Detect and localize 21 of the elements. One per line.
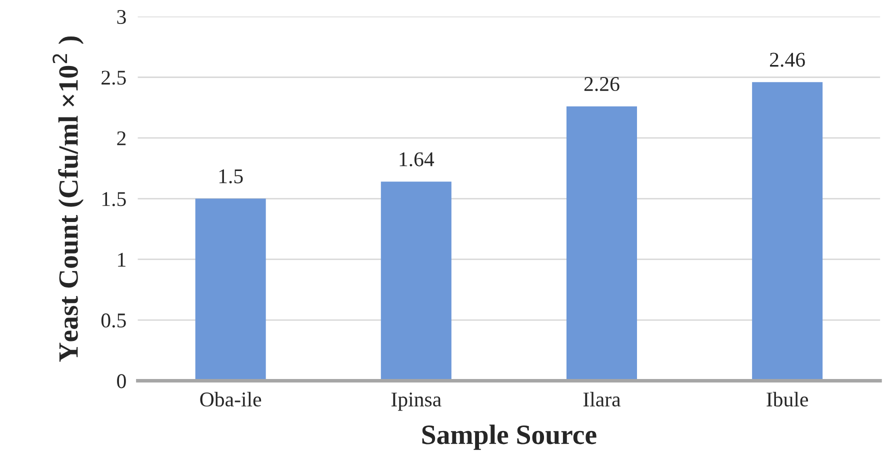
x-tick-label: Ipinsa [391,392,442,411]
x-tick-label: Ibule [766,392,808,407]
x-tick-label: Oba-ile [200,392,262,407]
bar [195,198,266,381]
y-tick-label: 2.5 [102,70,126,85]
y-tick-label: 0 [117,374,126,388]
y-tick-label: 0.5 [101,313,126,328]
data-label: 1.5 [219,169,243,184]
y-axis-title: Yeast Count (Cfu/ml ×10$^{2}$ ) [52,36,84,362]
bar [752,82,823,381]
x-axis-title: Sample Source [422,424,596,450]
data-label: 2.46 [770,52,805,67]
y-tick-label: 1 [118,252,126,267]
y-tick-label: 2 [117,131,126,146]
y-tick-label: 1.5 [102,192,126,206]
data-label: 2.26 [584,77,620,92]
y-tick-label: 3 [117,10,126,24]
bar [380,182,452,381]
data-label: 1.64 [400,152,434,166]
x-tick-label: Ilara [583,392,621,407]
bar [566,106,637,381]
